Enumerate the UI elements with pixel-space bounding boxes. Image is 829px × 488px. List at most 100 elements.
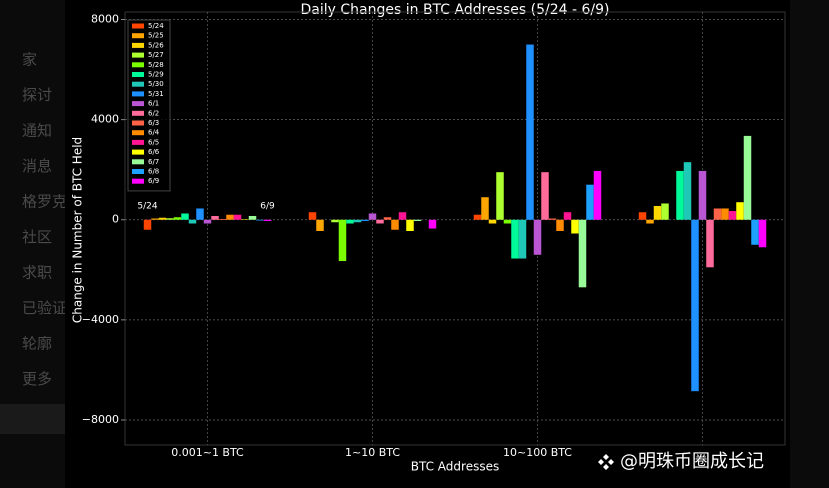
bar [706,219,714,268]
legend-label: 6/7 [148,158,159,166]
bar [391,219,399,230]
y-tick-label: 8000 [91,13,119,26]
legend-label: 5/29 [148,71,164,79]
bar [563,212,572,220]
bar [353,219,362,223]
bar [346,219,354,224]
bar [691,219,699,392]
y-tick-label: −4000 [82,313,119,326]
bar [758,219,767,248]
legend-label: 6/1 [148,100,159,108]
bar [331,219,339,223]
legend-swatch [132,178,144,184]
sidebar-button [0,404,70,434]
legend-label: 5/27 [148,51,164,59]
y-axis-label: Change in Number of BTC Held [71,137,85,323]
x-tick-label: 1~10 BTC [345,446,400,459]
bar [586,184,594,220]
legend-swatch [132,139,144,145]
bar [173,217,182,220]
bar [203,219,212,224]
bar [263,219,272,221]
sidebar-item: 消息 [22,157,52,175]
bar [496,172,504,220]
bar [196,208,204,220]
bar [256,219,264,221]
bar [676,170,684,220]
x-axis-label: BTC Addresses [411,460,499,474]
watermark-logo [598,454,614,470]
bar [571,219,579,234]
sidebar-item: 社区 [22,228,52,246]
annotation: 5/24 [137,202,157,212]
legend-swatch [132,169,144,174]
bar [721,208,729,220]
legend-swatch [132,120,144,126]
legend-label: 5/28 [148,61,164,69]
legend-swatch [132,149,144,155]
bar [556,219,564,232]
bar [533,219,542,255]
y-tick-label: 4000 [91,113,119,126]
bar [473,214,482,220]
bar [308,212,317,220]
legend-label: 5/24 [148,22,164,30]
legend-label: 6/5 [148,138,159,146]
bar [406,219,414,232]
bar [368,213,377,220]
bar [361,219,369,221]
legend-label: 5/25 [148,32,164,40]
legend-swatch [132,91,144,97]
legend-label: 5/30 [148,80,164,88]
legend-label: 6/9 [148,177,159,185]
bar [158,217,167,220]
sidebar-item: 探讨 [22,86,52,104]
legend-swatch [132,72,144,77]
bar [166,218,174,220]
bar [646,219,654,224]
bar [743,135,752,220]
sidebar-item: 家 [22,51,37,69]
legend-swatch [132,62,144,68]
bar [578,219,587,288]
legend-swatch [132,159,144,165]
bar [526,44,534,220]
bar [683,162,692,220]
bar [151,218,159,220]
chart-background [65,0,790,488]
legend-swatch [132,42,144,48]
bar [713,208,722,220]
logo-icon [598,454,614,470]
bar [661,203,669,220]
legend-label: 5/26 [148,41,164,49]
bar [511,219,519,259]
bar [413,219,422,221]
sidebar-item: 已验证 [22,299,67,317]
legend-label: 5/31 [148,90,164,98]
legend-label: 6/4 [148,129,160,137]
sidebar-item: 更多 [22,370,52,388]
legend-label: 6/3 [148,119,159,127]
sidebar-item: 求职 [22,264,52,282]
bar [541,172,549,220]
legend-swatch [132,110,144,116]
bar [188,219,197,224]
bar [218,218,227,220]
y-tick-label: −8000 [82,413,119,426]
bar [241,219,249,220]
legend-swatch [132,33,144,39]
bar [728,210,737,220]
sidebar-item: 轮廓 [22,335,52,353]
legend-label: 6/6 [148,148,160,156]
plot-frame [124,11,786,446]
bar [383,217,392,220]
bar [143,219,152,230]
bar [503,219,512,224]
bar [653,205,662,220]
chart-title: Daily Changes in BTC Addresses (5/24 - 6… [301,2,610,18]
watermark: @明珠币圈成长记 [620,451,764,472]
bar [211,215,219,220]
